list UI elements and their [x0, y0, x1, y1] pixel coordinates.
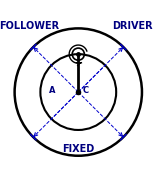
Text: FIXED: FIXED — [62, 144, 94, 154]
Text: FOLLOWER: FOLLOWER — [0, 21, 60, 31]
Text: A: A — [49, 86, 56, 95]
Text: DRIVER: DRIVER — [112, 21, 152, 31]
Text: C: C — [83, 86, 89, 95]
